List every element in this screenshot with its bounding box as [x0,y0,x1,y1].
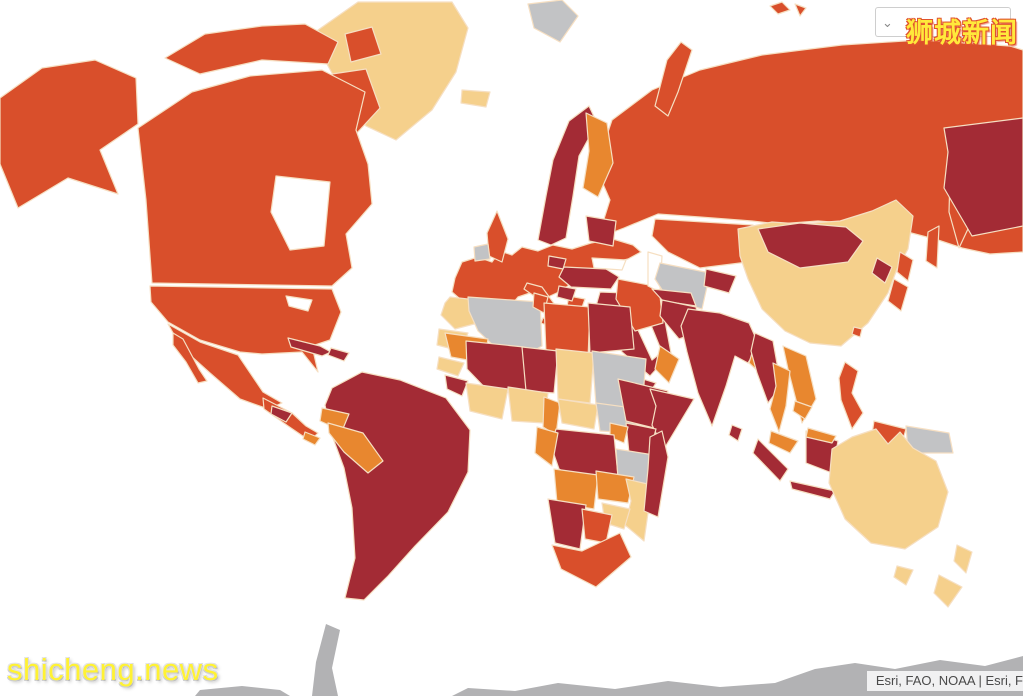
region-botswana[interactable] [581,508,613,544]
region-finland[interactable] [582,112,614,198]
region-turkey[interactable] [558,266,620,290]
region-franz-josef-2[interactable] [794,3,807,17]
region-south-africa[interactable] [551,532,632,588]
region-franz-josef-1[interactable] [769,1,791,15]
region-novaya-zemlya[interactable] [654,41,693,117]
site-watermark-cn: 狮城新闻 [906,18,1018,48]
region-congo-gabon[interactable] [534,426,559,467]
region-russia-east-patch[interactable] [943,117,1023,237]
region-west-africa-coast[interactable] [465,382,509,420]
region-afghanistan[interactable] [651,288,697,307]
region-antarctica-peninsula[interactable] [312,624,340,696]
region-thailand[interactable] [769,362,791,433]
region-angola[interactable] [553,468,599,510]
region-czechia-patch[interactable] [547,255,567,270]
region-guinea[interactable] [444,374,469,397]
region-egypt[interactable] [587,302,635,354]
region-australia[interactable] [828,428,949,550]
region-usa[interactable] [149,285,342,373]
region-niger[interactable] [521,346,559,394]
region-sri-lanka[interactable] [728,424,743,442]
site-watermark-en: shicheng.news [7,652,219,687]
region-russia[interactable] [595,39,1023,255]
region-baja-california[interactable] [172,332,208,384]
black-sea-water[interactable] [591,257,627,271]
region-kyrgyzstan-tajikistan[interactable] [703,268,737,294]
region-japan-south[interactable] [887,278,909,312]
region-baltics-belarus[interactable] [585,215,617,247]
region-cuba[interactable] [287,337,332,357]
great-lakes-water[interactable] [285,295,313,312]
region-oman[interactable] [654,345,680,384]
region-tasmania[interactable] [893,565,914,586]
region-central-african-republic[interactable] [557,398,599,430]
region-sakhalin[interactable] [925,225,940,269]
region-new-zealand-north[interactable] [953,544,973,574]
map-attribution: Esri, FAO, NOAA | Esri, F [866,671,1023,691]
hudson-bay-water[interactable] [270,175,331,251]
region-nigeria[interactable] [507,386,549,424]
region-new-zealand-south[interactable] [933,574,963,608]
region-alaska[interactable] [0,59,139,209]
region-canada[interactable] [137,69,373,287]
region-sumatra[interactable] [752,438,789,482]
region-malaysia[interactable] [768,430,799,454]
region-panama[interactable] [302,431,321,446]
region-cambodia[interactable] [792,400,813,420]
region-myanmar[interactable] [750,332,782,404]
region-hispaniola[interactable] [327,347,350,362]
region-honduras[interactable] [270,405,293,423]
region-philippines[interactable] [838,361,864,430]
region-ireland[interactable] [473,243,491,262]
region-svalbard[interactable] [527,0,579,43]
region-peru[interactable] [327,422,384,474]
region-north-korea[interactable] [871,257,893,284]
region-java[interactable] [789,480,836,500]
region-south-america[interactable] [324,371,471,601]
region-antarctica-left[interactable] [195,686,290,696]
region-laos-vietnam[interactable] [782,345,817,424]
region-india[interactable] [680,308,760,427]
region-senegal[interactable] [436,356,465,377]
region-madagascar[interactable] [643,430,669,518]
region-mongolia[interactable] [757,222,864,269]
region-kazakhstan[interactable] [651,218,754,269]
region-sabah[interactable] [805,427,837,444]
region-namibia[interactable] [547,498,587,550]
region-canada-arctic-west[interactable] [164,23,339,75]
region-taiwan[interactable] [851,326,863,338]
region-canada-arctic-east[interactable] [344,26,382,63]
region-balkans-patch[interactable] [556,285,577,302]
legend-toggle-panel[interactable]: ⌄ [875,7,1011,37]
region-japan-north[interactable] [896,251,914,282]
region-iceland[interactable] [460,89,491,108]
region-zambia[interactable] [595,470,635,504]
region-chad[interactable] [555,348,595,404]
chevron-down-icon[interactable]: ⌄ [882,14,893,30]
